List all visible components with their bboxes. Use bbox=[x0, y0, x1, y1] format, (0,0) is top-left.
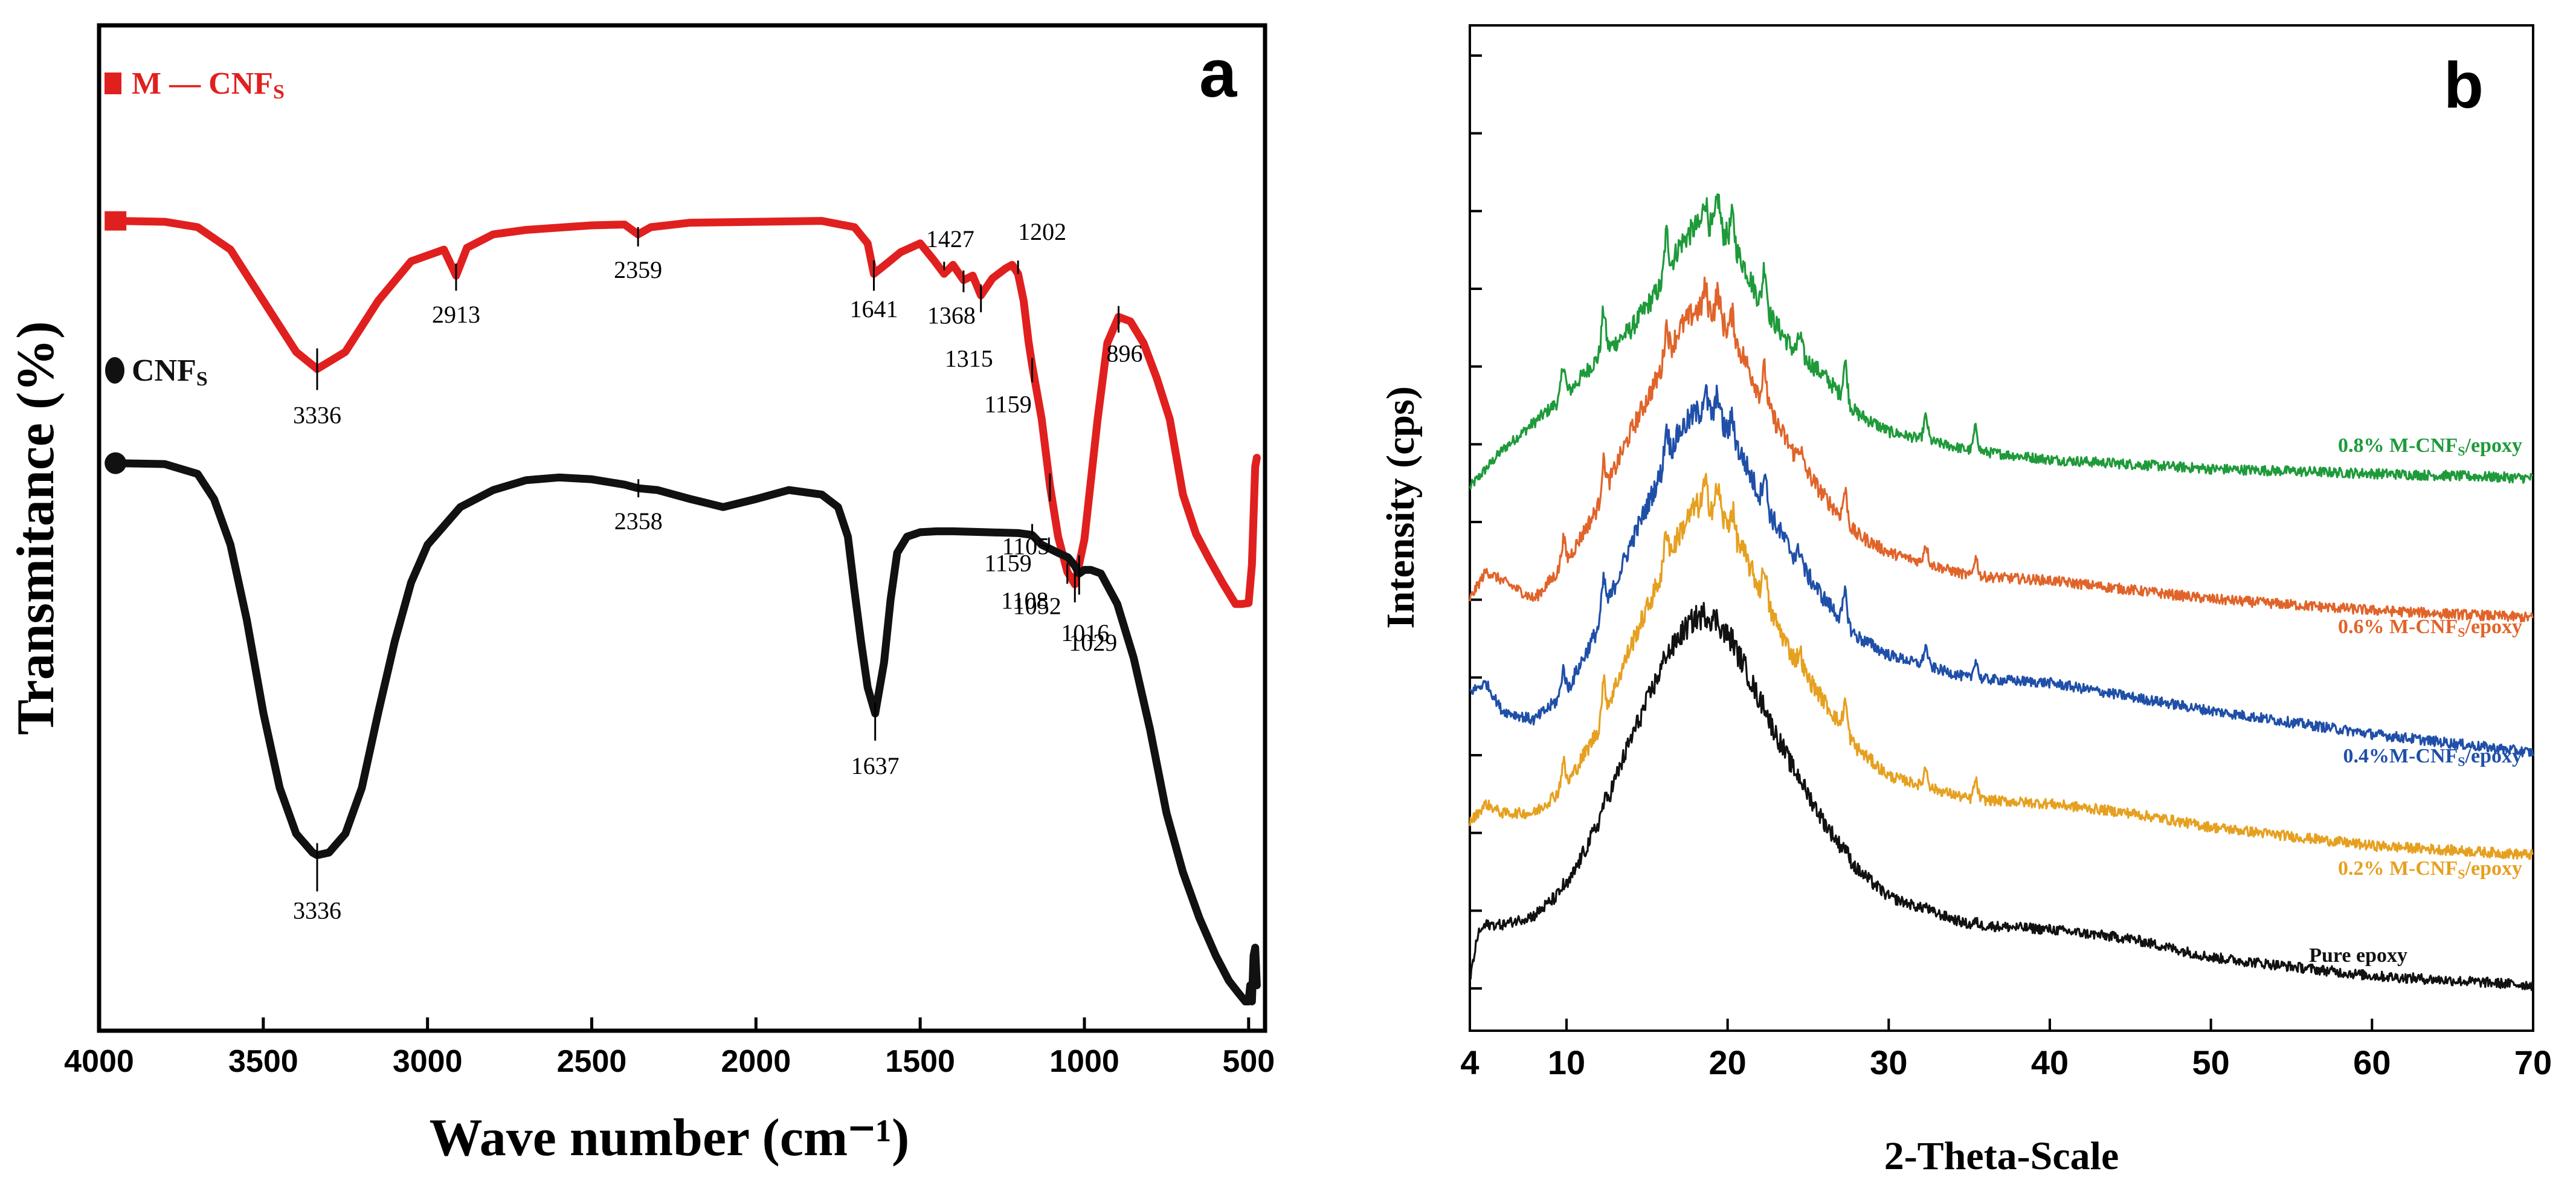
xrd-series-line-pure-epoxy bbox=[1469, 602, 2534, 991]
xrd-series-line-0-8-m-cnfs-epoxy bbox=[1469, 193, 2534, 490]
xrd-x-tick-label: 4 bbox=[1460, 1043, 1479, 1081]
ftir-x-axis-label: Wave number (cm⁻¹) bbox=[430, 1109, 910, 1167]
ftir-peak-label: 1108 bbox=[1001, 587, 1049, 614]
ftir-y-axis-label: Transmitance (%) bbox=[7, 321, 65, 735]
ftir-peak-label: 3336 bbox=[293, 402, 341, 429]
legend-label-cnfs: CNFS bbox=[132, 353, 208, 390]
ftir-peak-annotations: 3336291323591641142713681315120211591105… bbox=[293, 218, 1143, 924]
ftir-peak-label: 896 bbox=[1107, 340, 1143, 367]
ftir-x-tick-label: 500 bbox=[1222, 1044, 1275, 1079]
panel-label-b: b bbox=[2444, 48, 2484, 121]
ftir-peak-label: 1427 bbox=[926, 225, 974, 253]
ftir-peak-label: 3336 bbox=[293, 897, 341, 924]
ftir-peak-label: 1029 bbox=[1069, 629, 1117, 656]
ftir-legend-cnfs: CNFS bbox=[105, 353, 208, 390]
ftir-peak-label: 1016 bbox=[1061, 619, 1109, 646]
ftir-x-ticks: 4000 3500 3000 2500 2000 1500 1000 500 bbox=[64, 1017, 1275, 1079]
ftir-series-marker-cnfs bbox=[105, 452, 127, 474]
legend-marker-cnfs bbox=[105, 357, 124, 384]
xrd-x-tick-label: 60 bbox=[2353, 1043, 2391, 1081]
ftir-series-marker-m-cnfs bbox=[105, 211, 127, 231]
xrd-x-tick-label: 70 bbox=[2514, 1043, 2552, 1081]
xrd-series-label-0-2-m-cnfs-epoxy: 0.2% M-CNFS/epoxy bbox=[2338, 857, 2522, 881]
xrd-series-label-0-4-m-cnfs-epoxy: 0.4%M-CNFS/epoxy bbox=[2343, 745, 2523, 769]
ftir-peak-label: 2913 bbox=[432, 301, 480, 328]
xrd-x-tick-label: 20 bbox=[1709, 1043, 1747, 1081]
ftir-peak-label: 1637 bbox=[851, 752, 900, 779]
ftir-peak-label: 1641 bbox=[849, 295, 898, 323]
xrd-x-tick-label: 10 bbox=[1548, 1043, 1585, 1081]
xrd-series-line-0-4-m-cnfs-epoxy bbox=[1469, 384, 2534, 758]
ftir-x-tick-label: 3000 bbox=[393, 1044, 463, 1079]
xrd-x-tick-label: 50 bbox=[2192, 1043, 2230, 1081]
legend-label-m-cnfs: M — CNFS bbox=[132, 66, 285, 103]
xrd-series-labels: 0.8% M-CNFS/epoxy 0.6% M-CNFS/epoxy 0.4%M-… bbox=[2309, 434, 2522, 967]
ftir-peak-label: 2359 bbox=[614, 256, 662, 283]
panel-label-a: a bbox=[1199, 36, 1237, 111]
xrd-series-label-0-8-m-cnfs-epoxy: 0.8% M-CNFS/epoxy bbox=[2338, 434, 2522, 459]
ftir-x-tick-label: 3500 bbox=[228, 1044, 298, 1079]
xrd-x-tick-label: 40 bbox=[2031, 1043, 2069, 1081]
ftir-peak-label: 1315 bbox=[945, 345, 993, 372]
ftir-peak-label: 1368 bbox=[927, 302, 976, 329]
ftir-peak-label: 2358 bbox=[614, 507, 663, 535]
xrd-series-label-pure-epoxy: Pure epoxy bbox=[2309, 944, 2407, 967]
xrd-series-line-0-6-m-cnfs-epoxy bbox=[1469, 276, 2534, 623]
ftir-peak-label: 1159 bbox=[984, 391, 1032, 418]
xrd-series-line-0-2-m-cnfs-epoxy bbox=[1469, 472, 2534, 860]
ftir-x-tick-label: 2500 bbox=[557, 1044, 627, 1079]
xrd-chart: 4 10 20 30 40 50 60 70 0.8% M-CNFS/epoxy 0.6% M-… bbox=[1379, 24, 2552, 1178]
ftir-peak-label: 1052 bbox=[1013, 592, 1061, 619]
xrd-plot-frame bbox=[1469, 24, 2534, 1032]
ftir-peak-label: 1159 bbox=[984, 549, 1032, 576]
xrd-x-axis-label: 2-Theta-Scale bbox=[1884, 1134, 2119, 1178]
ftir-plot-frame bbox=[97, 23, 1267, 1033]
ftir-chart: 4000 3500 3000 2500 2000 1500 1000 500 3336 2913… bbox=[7, 23, 1275, 1167]
ftir-peak-label: 1202 bbox=[1018, 218, 1066, 245]
xrd-axis-ticks: 4 10 20 30 40 50 60 70 bbox=[1460, 54, 2552, 1081]
ftir-series-line-cnfs bbox=[111, 459, 1261, 1006]
ftir-x-tick-label: 1000 bbox=[1049, 1044, 1119, 1079]
xrd-y-axis-label: Intensity (cps) bbox=[1379, 386, 1423, 629]
xrd-series bbox=[1469, 193, 2534, 991]
ftir-x-tick-label: 2000 bbox=[721, 1044, 791, 1079]
ftir-series-line-m-cnfs bbox=[111, 217, 1261, 608]
xrd-series-label-0-6-m-cnfs-epoxy: 0.6% M-CNFS/epoxy bbox=[2338, 616, 2522, 640]
ftir-x-tick-label: 4000 bbox=[64, 1044, 134, 1079]
ftir-legend-m-cnfs: M — CNFS bbox=[105, 66, 285, 103]
xrd-x-tick-label: 30 bbox=[1870, 1043, 1907, 1081]
ftir-peak-label: 1105 bbox=[1002, 533, 1050, 560]
ftir-x-tick-label: 1500 bbox=[885, 1044, 955, 1079]
legend-marker-m-cnfs bbox=[105, 72, 121, 94]
ftir-series bbox=[105, 211, 1261, 1006]
